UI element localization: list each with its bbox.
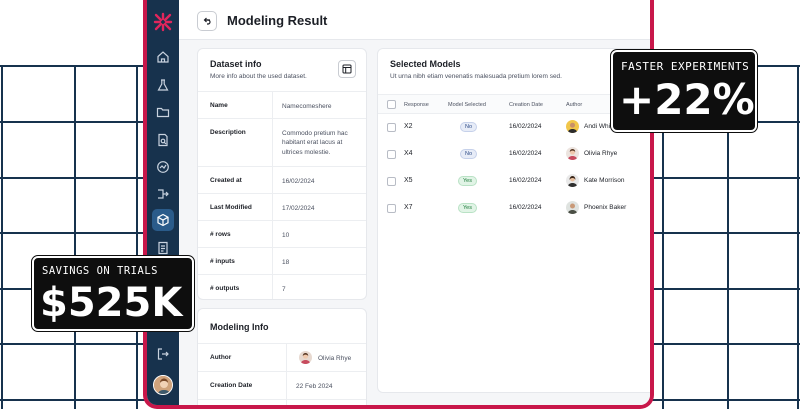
chart-circle-icon[interactable] — [154, 158, 172, 176]
response-cell: X2 — [404, 123, 413, 130]
row-value: 7 — [282, 286, 286, 293]
dataset-row-created: Created at 16/02/2024 — [198, 166, 366, 193]
author-cell: Andi Whi — [584, 123, 611, 130]
response-cell: X7 — [404, 204, 413, 211]
table-icon — [342, 64, 352, 74]
dataset-row-rows: # rows 10 — [198, 220, 366, 247]
row-key: Name — [210, 102, 228, 109]
page-title: Modeling Result — [227, 13, 328, 28]
author-avatar — [566, 201, 579, 214]
author-cell: Phoenix Baker — [584, 204, 627, 211]
column-header: Author — [566, 102, 583, 108]
dataset-info-title: Dataset info — [210, 59, 262, 69]
model-selected-badge: Yes — [458, 203, 477, 213]
row-value: 22 Feb 2024 — [296, 383, 333, 390]
main-content: Modeling Result Dataset info More info a… — [179, 0, 650, 405]
column-header: Model Selected — [448, 102, 486, 108]
savings-on-trials-badge: SAVINGS ON TRIALS $525K — [31, 255, 195, 332]
row-key: # inputs — [210, 258, 235, 265]
back-arrow-icon — [203, 17, 211, 25]
model-selected-badge: No — [460, 149, 478, 159]
flow-icon[interactable] — [154, 185, 172, 203]
dataset-info-subtitle: More info about the used dataset. — [210, 73, 307, 80]
table-row[interactable]: X4 No 16/02/2024 Olivia Rhye — [378, 141, 650, 168]
row-value: 17/02/2024 — [282, 205, 315, 212]
column-header: Creation Date — [509, 102, 543, 108]
date-cell: 16/02/2024 — [509, 150, 542, 157]
modeling-info-title: Modeling Info — [210, 322, 269, 332]
author-avatar — [566, 147, 579, 160]
modeling-row-more — [198, 399, 366, 405]
dataset-row-name: Name Namecomeshere — [198, 91, 366, 118]
row-value: 10 — [282, 232, 290, 239]
dataset-row-inputs: # inputs 18 — [198, 247, 366, 274]
badge-value: $525K — [40, 280, 183, 326]
badge-label: SAVINGS ON TRIALS — [42, 265, 158, 277]
folder-icon[interactable] — [154, 103, 172, 121]
badge-label: FASTER EXPERIMENTS — [621, 60, 750, 73]
row-checkbox[interactable] — [387, 123, 396, 132]
model-selected-badge: No — [460, 122, 478, 132]
author-avatar — [566, 174, 579, 187]
row-value: Namecomeshere — [282, 103, 332, 110]
modeling-info-card: Modeling Info Author Olivia Rhye Creatio… — [197, 308, 367, 405]
table-row[interactable]: X2 No 16/02/2024 Andi Whi — [378, 114, 650, 141]
top-bar: Modeling Result — [179, 0, 650, 40]
row-value: 18 — [282, 259, 290, 266]
sidebar — [147, 0, 179, 405]
selected-models-subtitle: Ut urna nibh etiam venenatis malesuada p… — [390, 73, 562, 80]
row-checkbox[interactable] — [387, 177, 396, 186]
app-window: Modeling Result Dataset info More info a… — [143, 0, 654, 409]
selected-models-title: Selected Models — [390, 59, 461, 69]
row-key: Last Modified — [210, 204, 252, 211]
model-selected-badge: Yes — [458, 176, 477, 186]
date-cell: 16/02/2024 — [509, 204, 542, 211]
dataset-row-modified: Last Modified 17/02/2024 — [198, 193, 366, 220]
logout-icon[interactable] — [154, 345, 172, 363]
row-key: Author — [210, 354, 232, 361]
brand-logo-icon — [153, 12, 173, 32]
modeling-row-creation-date: Creation Date 22 Feb 2024 — [198, 371, 366, 399]
dataset-info-card: Dataset info More info about the used da… — [197, 48, 367, 300]
cube-icon[interactable] — [152, 209, 174, 231]
response-cell: X5 — [404, 177, 413, 184]
table-row[interactable]: X7 Yes 16/02/2024 Phoenix Baker — [378, 195, 650, 222]
models-table-header: Response Model Selected Creation Date Au… — [378, 94, 650, 114]
badge-value: +22% — [619, 75, 755, 124]
select-all-checkbox[interactable] — [387, 100, 396, 109]
file-icon[interactable] — [154, 239, 172, 257]
date-cell: 16/02/2024 — [509, 177, 542, 184]
selected-models-card: Selected Models Ut urna nibh etiam venen… — [377, 48, 650, 393]
date-cell: 16/02/2024 — [509, 123, 542, 130]
row-value: Olivia Rhye — [318, 355, 352, 362]
home-icon[interactable] — [154, 48, 172, 66]
author-cell: Olivia Rhye — [584, 150, 618, 157]
row-key: Created at — [210, 177, 242, 184]
user-avatar[interactable] — [153, 375, 173, 395]
row-value: 16/02/2024 — [282, 178, 315, 185]
author-avatar — [566, 120, 579, 133]
column-header: Response — [404, 102, 429, 108]
faster-experiments-badge: FASTER EXPERIMENTS +22% — [610, 49, 758, 133]
back-button[interactable] — [197, 11, 217, 31]
row-checkbox[interactable] — [387, 150, 396, 159]
author-avatar — [299, 351, 312, 364]
row-key: Description — [210, 129, 246, 136]
author-cell: Kate Morrison — [584, 177, 625, 184]
row-value: Commodo pretium hac habitant erat lacus … — [282, 130, 348, 156]
row-checkbox[interactable] — [387, 204, 396, 213]
table-view-button[interactable] — [338, 60, 356, 78]
row-key: Creation Date — [210, 382, 253, 389]
row-key: # outputs — [210, 285, 240, 292]
row-key: # rows — [210, 231, 231, 238]
dataset-row-description: Description Commodo pretium hac habitant… — [198, 118, 366, 166]
document-search-icon[interactable] — [154, 131, 172, 149]
table-row[interactable]: X5 Yes 16/02/2024 Kate Morrison — [378, 168, 650, 195]
modeling-row-author: Author Olivia Rhye — [198, 343, 366, 371]
response-cell: X4 — [404, 150, 413, 157]
dataset-row-outputs: # outputs 7 — [198, 274, 366, 299]
flask-icon[interactable] — [154, 76, 172, 94]
